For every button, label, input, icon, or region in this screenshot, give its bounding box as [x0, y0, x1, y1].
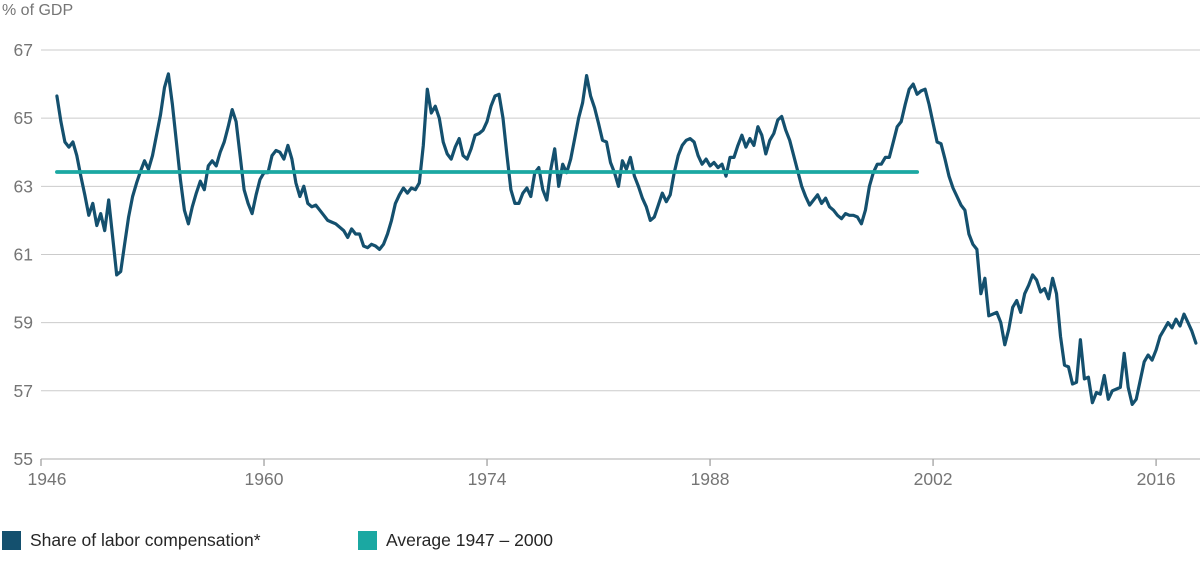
x-tick-label-1960: 1960 — [245, 469, 284, 489]
y-tick-label-55: 55 — [14, 449, 33, 469]
labor-share-line — [55, 72, 1198, 406]
x-tick-label-1946: 1946 — [28, 469, 67, 489]
y-tick-label-57: 57 — [14, 381, 33, 401]
legend-item-labor-share: Share of labor compensation* — [2, 529, 261, 551]
labor-share-swatch — [2, 530, 21, 550]
x-tick-label-1988: 1988 — [691, 469, 730, 489]
x-tick-label-2002: 2002 — [914, 469, 953, 489]
legend-label-labor-share: Share of labor compensation* — [30, 529, 261, 550]
y-tick-label-65: 65 — [14, 108, 33, 128]
legend-label-average: Average 1947 – 2000 — [386, 529, 554, 550]
x-tick-label-2016: 2016 — [1137, 469, 1176, 489]
legend: Share of labor compensation* Average 194… — [0, 529, 1200, 553]
average-swatch — [358, 530, 377, 550]
x-tick-label-1974: 1974 — [468, 469, 507, 489]
y-tick-label-59: 59 — [14, 313, 33, 333]
y-tick-label-63: 63 — [14, 176, 33, 196]
y-tick-label-61: 61 — [14, 244, 33, 264]
y-axis-title: % of GDP — [2, 2, 74, 19]
legend-item-average: Average 1947 – 2000 — [358, 529, 553, 551]
y-tick-label-67: 67 — [14, 40, 33, 60]
